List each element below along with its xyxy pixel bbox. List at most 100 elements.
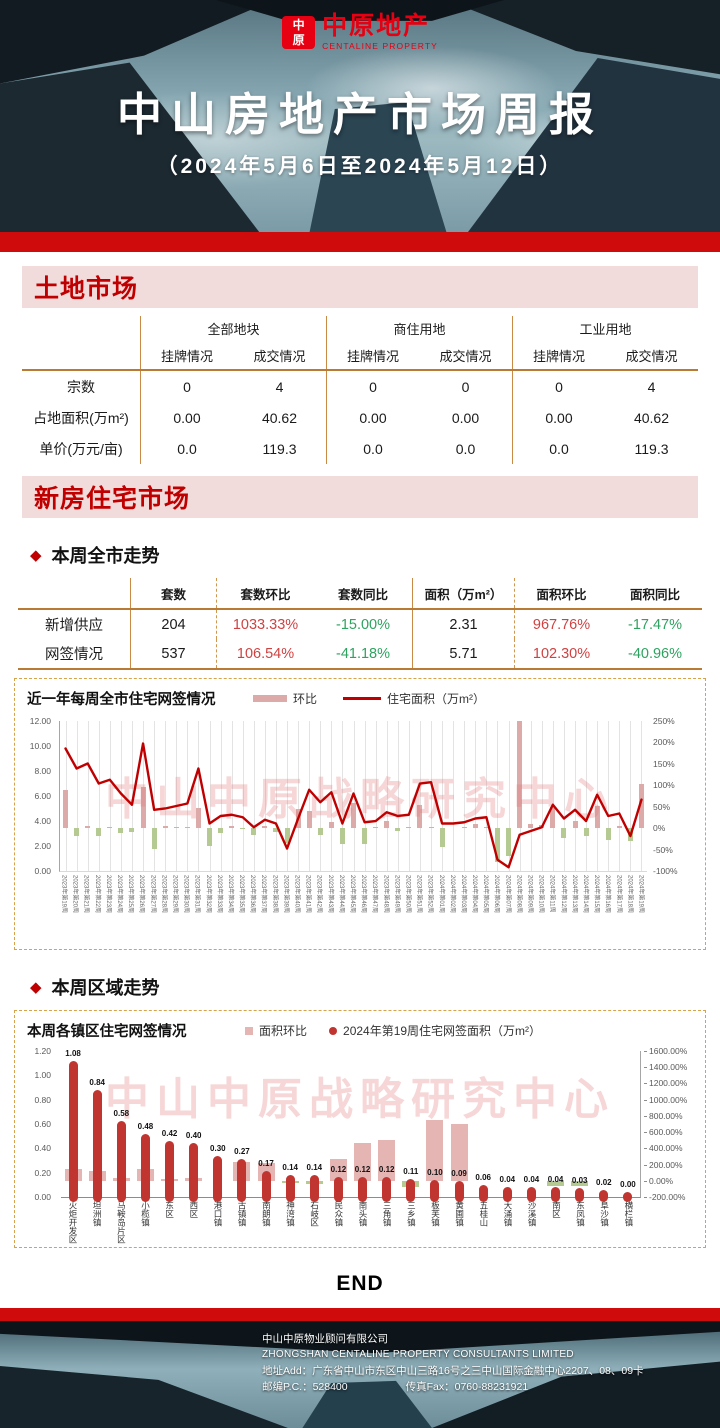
x-axis-label: 2024年第11周 bbox=[548, 875, 555, 913]
huanbi-bar bbox=[140, 787, 146, 829]
bar-value-label: 0.04 bbox=[499, 1175, 516, 1185]
town-label: 大涌镇 bbox=[503, 1201, 513, 1227]
x-axis-label: 2023年第52周 bbox=[426, 875, 433, 914]
x-axis-label: 2024年第10周 bbox=[537, 875, 544, 914]
axis-tick-label: 0.40 bbox=[34, 1143, 51, 1154]
x-axis-label: 2023年第41周 bbox=[304, 875, 311, 914]
bar-value-label: 0.42 bbox=[161, 1128, 178, 1138]
huanbi-bar bbox=[74, 828, 80, 836]
row-online-signings: 网签情况 537 106.54% -41.18% 5.71 102.30% -4… bbox=[18, 639, 702, 670]
building-silhouette bbox=[216, 0, 504, 21]
town-label: 横栏镇 bbox=[623, 1201, 634, 1227]
gridline bbox=[586, 721, 588, 871]
x-axis-label: 2024年第07周 bbox=[504, 875, 511, 914]
city-week-heading: ◆ 本周全市走势 bbox=[30, 546, 160, 566]
area-huanbi-bar bbox=[571, 1180, 589, 1186]
weekly-signings-chart: 近一年每周全市住宅网签情况 环比 住宅面积（万m²） 中山中原战略研究中心 12… bbox=[14, 678, 706, 950]
gridline bbox=[342, 721, 344, 871]
x-axis-label: 2024年第02周 bbox=[448, 875, 455, 914]
footer-address: 地址Add：广东省中山市东区中山三路16号之三中山国际金融中心2207、08、0… bbox=[262, 1364, 644, 1377]
week19-area-bar bbox=[454, 1181, 464, 1202]
line-swatch-icon bbox=[343, 697, 382, 700]
land-table-row-parcels: 宗数 0 4 0 0 0 4 bbox=[22, 371, 698, 402]
x-axis-label: 2023年第32周 bbox=[204, 875, 211, 914]
huanbi-bar bbox=[384, 820, 390, 829]
gridline bbox=[209, 721, 211, 871]
x-axis-label: 2023年第23周 bbox=[104, 875, 111, 914]
footer-company-cn: 中山中原物业顾问有限公司 bbox=[262, 1333, 388, 1345]
chart1-left-axis: 12.00 10.00 8.00 6.00 4.00 2.00 0.00 bbox=[21, 716, 55, 876]
footer-company-en: ZHONGSHAN CENTALINE PROPERTY CONSULTANTS… bbox=[262, 1349, 574, 1361]
bar-value-label: 1.08 bbox=[65, 1048, 81, 1058]
huanbi-bar bbox=[240, 828, 246, 830]
gridline bbox=[253, 721, 255, 871]
x-axis-label: 2024年第09周 bbox=[526, 875, 533, 914]
x-axis-label: 2023年第28周 bbox=[160, 875, 167, 914]
x-axis-label: 2023年第51周 bbox=[415, 875, 422, 914]
x-axis-label: 2023年第25周 bbox=[127, 875, 134, 914]
chart2-title: 本周各镇区住宅网签情况 bbox=[27, 1024, 187, 1040]
footer-contact-block: 中山中原物业顾问有限公司 ZHONGSHAN CENTALINE PROPERT… bbox=[262, 1331, 644, 1395]
huanbi-bar bbox=[417, 804, 423, 829]
huanbi-bar bbox=[129, 828, 135, 832]
huanbi-bar bbox=[63, 789, 69, 829]
bar-value-label: 0.12 bbox=[378, 1165, 395, 1175]
area-huanbi-bar bbox=[354, 1143, 372, 1181]
red-divider-band bbox=[0, 1308, 720, 1321]
huanbi-bar bbox=[151, 828, 157, 849]
subheader-sold: 成交情况 bbox=[253, 348, 306, 364]
gridline bbox=[408, 721, 410, 871]
gridline bbox=[619, 721, 621, 871]
x-axis-label: 2023年第40周 bbox=[293, 875, 300, 914]
gridline bbox=[198, 721, 200, 871]
town-label: 神湾镇 bbox=[285, 1201, 296, 1227]
week19-area-bar bbox=[309, 1174, 319, 1202]
huanbi-bar bbox=[362, 828, 368, 844]
report-date-range: （2024年5月6日至2024年5月12日） bbox=[156, 155, 564, 178]
x-axis-label: 2024年第04周 bbox=[471, 875, 478, 914]
bar-value-label: 0.09 bbox=[451, 1169, 467, 1179]
seal-char: 原 bbox=[292, 32, 305, 47]
gridline bbox=[364, 721, 366, 871]
axis-tick-label: 10.00 bbox=[29, 741, 51, 751]
town-label: 东区 bbox=[164, 1201, 175, 1218]
x-axis-label: 2023年第50周 bbox=[404, 875, 411, 914]
huanbi-bar bbox=[328, 821, 334, 829]
huanbi-bar bbox=[306, 811, 312, 829]
area-huanbi-bar bbox=[426, 1119, 444, 1181]
land-table-subheader-row: 挂牌情况 成交情况 挂牌情况 成交情况 挂牌情况 成交情况 bbox=[22, 341, 698, 371]
x-axis-label: 2024年第01周 bbox=[437, 875, 444, 914]
new-housing-section-title: 新房住宅市场 bbox=[34, 485, 191, 513]
huanbi-bar bbox=[339, 828, 345, 845]
huanbi-bar bbox=[572, 820, 578, 829]
gridline bbox=[552, 721, 554, 871]
huanbi-bar bbox=[439, 828, 445, 848]
town-label: 黄圃镇 bbox=[454, 1201, 465, 1227]
gridline bbox=[431, 721, 433, 871]
bar-value-label: 0.48 bbox=[137, 1121, 154, 1131]
week19-area-bar bbox=[189, 1143, 199, 1202]
legend-item-area-huanbi: 面积环比 bbox=[245, 1022, 307, 1039]
gridline bbox=[419, 721, 421, 871]
x-axis-label: 2023年第29周 bbox=[171, 875, 178, 914]
x-axis-label: 2023年第38周 bbox=[271, 875, 278, 914]
town-label: 三乡镇 bbox=[406, 1201, 417, 1227]
x-axis-label: 2023年第22周 bbox=[93, 875, 100, 914]
week19-area-bar bbox=[261, 1171, 271, 1202]
axis-tick-label: 50% bbox=[653, 801, 671, 812]
chart1-plot-area bbox=[59, 721, 647, 872]
x-axis-label: 2023年第30周 bbox=[182, 875, 189, 914]
square-swatch-icon bbox=[245, 1026, 253, 1035]
bar-value-label: 0.00 bbox=[620, 1180, 636, 1189]
town-label: 坦洲镇 bbox=[92, 1201, 103, 1227]
huanbi-bar bbox=[262, 825, 268, 829]
axis-tick-label: 6.00 bbox=[34, 791, 51, 801]
gridline bbox=[497, 721, 499, 871]
week19-area-bar bbox=[551, 1187, 561, 1202]
legend-item-week19-area: 2024年第19周住宅网签面积（万m²） bbox=[329, 1022, 541, 1039]
town-label: 石岐区 bbox=[309, 1201, 320, 1227]
city-week-table-header: 套数 套数环比 套数同比 面积（万m²） 面积环比 面积同比 bbox=[18, 578, 702, 610]
huanbi-bar bbox=[218, 828, 224, 834]
gridline bbox=[87, 721, 89, 871]
chart2-x-axis-labels: 火炬开发区 坦洲镇 马鞍岛片区 小榄镇 东区 西区 港口镇 古镇镇 南朗镇 神湾镇 石岐区 民众镇 南头… bbox=[61, 1199, 641, 1245]
